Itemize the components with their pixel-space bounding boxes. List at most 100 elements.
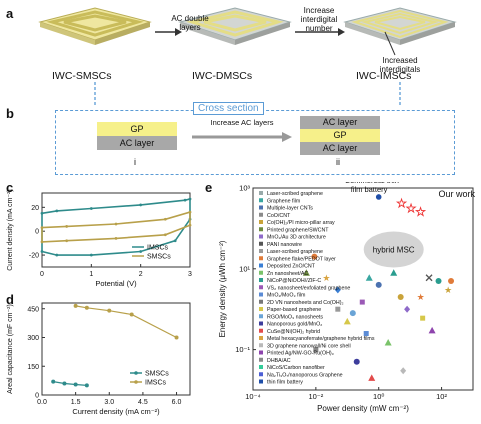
data-point	[129, 312, 134, 317]
plot-frame	[41, 302, 191, 396]
y-axis-label: Areal capacitance (mF cm⁻²)	[7, 304, 14, 394]
legend-marker	[259, 212, 263, 217]
legend-marker	[259, 205, 263, 210]
x-tick-label: 6.0	[172, 399, 182, 406]
legend-label: Nanoporous gold/MnO₂	[267, 322, 322, 328]
x-tick-label: 0	[40, 271, 44, 278]
data-point	[174, 335, 179, 340]
legend-label: NiCoP@NiOOH//ZIF-C	[267, 278, 321, 284]
legend-label: SMSCs	[147, 254, 171, 261]
legend-marker	[259, 314, 263, 319]
legend-marker	[259, 220, 263, 224]
data-point: ★	[444, 285, 452, 295]
x-tick-label: 1	[89, 271, 93, 278]
data-point	[334, 286, 341, 294]
data-point	[40, 240, 44, 244]
arrow-1-label: AC double layers	[171, 14, 209, 32]
legend-label: Printed Ag/NW-GO-Ru(OH)₃	[267, 351, 334, 357]
y-tick-label: 450	[27, 306, 39, 313]
data-point	[420, 315, 426, 321]
legend-label: Printed graphene/SWCNT	[267, 227, 329, 233]
data-point	[311, 253, 318, 260]
legend-label: Deposited ZnO/CNT	[267, 264, 316, 270]
left-ac-layer: AC layer	[97, 136, 177, 150]
legend-label: IMSCs	[147, 245, 169, 252]
legend-marker	[259, 227, 263, 232]
y-tick-label: 0	[35, 229, 39, 236]
data-point	[84, 305, 89, 310]
arrow-2-label: Increase interdigital number	[300, 6, 338, 33]
legend-marker	[259, 234, 263, 239]
data-point: ★	[322, 273, 330, 283]
data-point	[114, 236, 118, 240]
y-axis-label: Energy density (μWh cm⁻²)	[218, 240, 227, 337]
data-point	[188, 210, 192, 214]
legend-label: Metal hexacyanoferrate/graphene hybrid f…	[267, 336, 375, 342]
data-point	[107, 308, 112, 313]
data-point: ★	[417, 292, 425, 302]
x-tick-label: 10⁰	[373, 392, 384, 401]
device-label-3: IWC-IMSCs	[356, 70, 412, 82]
data-point	[139, 250, 143, 253]
data-point	[55, 253, 59, 257]
legend-label: Co(OH)₂/PI micro-pillar array	[267, 220, 335, 226]
data-point	[51, 379, 56, 384]
legend-label: DHBA/AC	[267, 358, 291, 364]
chart-d: 0.0 1.5 3.0 4.5 6.0 0 150 300 450 Current density…	[7, 302, 191, 416]
legend-marker	[259, 241, 263, 246]
x-tick-label: 3	[188, 271, 192, 278]
legend-label: Laser-scribed graphene	[267, 249, 323, 255]
legend-marker	[259, 198, 263, 203]
data-point	[114, 222, 118, 226]
legend-marker	[259, 285, 263, 290]
legend-marker	[259, 379, 263, 384]
data-point	[375, 281, 382, 288]
legend-label: Paper-based graphene	[267, 307, 321, 313]
panel-label-e: e	[205, 180, 213, 195]
data-point	[62, 381, 67, 386]
data-point	[404, 305, 411, 313]
chart-e: hybrid MSC 10⁻⁴ 10⁻² 10⁰ 10² 10⁻¹ 10¹ 10³ Power …	[218, 182, 476, 413]
callout-label: Increased interdigitals	[379, 56, 421, 74]
y-tick-label: 10³	[239, 184, 250, 193]
legend-marker	[259, 263, 263, 268]
legend-label: Graphene film	[267, 198, 301, 204]
x-tick-label: 10⁻²	[308, 392, 323, 401]
right-ac-layer-bottom: AC layer	[300, 142, 380, 155]
data-point	[353, 358, 360, 365]
legend-label: Na₂Ti₃O₇/nanoporous Graphene	[267, 372, 343, 378]
data-point	[428, 326, 436, 334]
device-label-2: IWC-DMSCs	[192, 70, 253, 82]
legend-label: Multiple-layer CNTs	[267, 206, 313, 212]
data-point	[363, 331, 369, 337]
data-point	[335, 306, 341, 312]
legend-marker	[259, 372, 263, 377]
hybrid-msc-region	[363, 231, 424, 268]
legend-label: Zn nanosheet/AC	[267, 271, 308, 277]
cross-section-title: Cross section	[193, 102, 264, 115]
legend-marker	[259, 336, 263, 340]
x-axis-label: Current density (mA cm⁻²)	[72, 407, 160, 416]
y-axis-label: Current density (mA cm⁻²)	[7, 189, 14, 271]
x-tick-label: 1.5	[71, 399, 81, 406]
data-point	[73, 303, 78, 308]
device-imsc-icon	[343, 7, 457, 45]
data-point	[390, 269, 398, 276]
legend-label: thin film battery	[267, 380, 303, 386]
data-point	[448, 277, 455, 284]
data-point	[65, 239, 69, 243]
legend-label: 2D VN nanosheets and Co(OH)₂	[267, 300, 344, 306]
legend-marker	[259, 321, 263, 326]
battery-annotation-line1: Commercial thin	[345, 182, 399, 185]
device-smsc-icon	[38, 7, 152, 45]
data-point	[84, 383, 89, 388]
x-tick-label: 4.5	[138, 399, 148, 406]
legend-marker	[259, 307, 263, 311]
increase-ac-arrow-icon	[192, 132, 292, 142]
legend-label: RGO/MoO₃ nanosheets	[267, 314, 323, 320]
x-tick-label: 0.0	[37, 399, 47, 406]
series-line-imscs	[75, 305, 177, 339]
panel-label-b: b	[6, 106, 14, 121]
legend-label: VS₂ nanosheet/exfoliated graphene	[267, 285, 350, 291]
panel-label-a: a	[6, 6, 14, 21]
